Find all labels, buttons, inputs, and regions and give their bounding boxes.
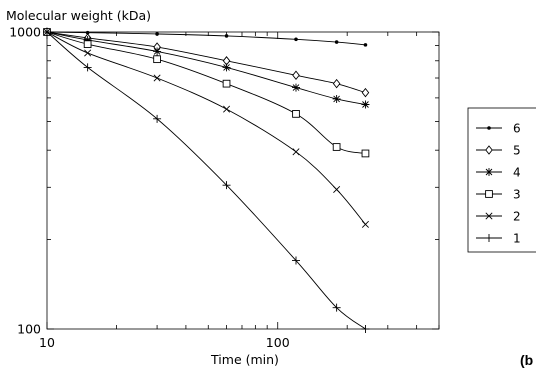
legend-box	[467, 107, 536, 253]
data-point-3-2	[153, 55, 161, 64]
legend-label: 4	[513, 166, 521, 180]
data-point-4-6	[361, 100, 370, 109]
data-point-4-3	[222, 63, 231, 72]
data-point-2-4	[292, 148, 300, 156]
data-point-6-1	[85, 30, 90, 35]
data-point-6-5	[334, 40, 339, 44]
data-point-4-5	[332, 94, 341, 103]
y-tick-label: 100	[17, 322, 41, 337]
legend-item-1: 1	[476, 232, 521, 246]
data-point-6-4	[294, 37, 298, 42]
legend-label: 3	[513, 188, 521, 202]
series-line-2	[46, 31, 366, 225]
data-point-4-2	[153, 47, 162, 56]
legend: 6 5 4 3 2 1	[476, 122, 521, 246]
legend-item-5: 5	[476, 144, 521, 158]
data-point-2-1	[84, 49, 92, 57]
data-point-3-6	[361, 149, 370, 158]
series-3	[43, 28, 370, 158]
data-point-1-4	[291, 256, 300, 265]
data-point-3-5	[332, 143, 341, 151]
data-point-5-6	[361, 87, 370, 98]
data-point-5-4	[292, 70, 300, 80]
x-tick-label: 100	[266, 335, 290, 350]
plot-frame	[46, 31, 440, 330]
y-tick-label: 1000	[9, 25, 41, 40]
legend-label: 1	[513, 232, 521, 246]
data-point-1-1	[83, 63, 92, 72]
data-point-2-5	[333, 185, 341, 193]
legend-item-4: 4	[476, 166, 521, 180]
legend-marker-2	[485, 212, 493, 220]
legend-marker-6	[487, 126, 491, 130]
legend-marker-1	[485, 234, 493, 242]
legend-item-6: 6	[476, 122, 521, 136]
x-tick-label: 10	[39, 335, 55, 350]
legend-marker-3	[485, 190, 493, 198]
data-point-4-4	[291, 83, 300, 92]
data-point-2-6	[361, 220, 369, 228]
legend-label: 2	[513, 210, 521, 224]
data-point-3-1	[83, 40, 92, 49]
legend-marker-5	[485, 145, 493, 155]
x-axis-label: Time (min)	[210, 352, 279, 367]
legend-item-2: 2	[476, 210, 521, 224]
data-point-3-3	[222, 79, 231, 88]
data-point-1-5	[332, 303, 341, 312]
y-axis-label: Molecular weight (kDa)	[6, 8, 151, 23]
series-line-4	[46, 31, 366, 105]
data-point-2-3	[223, 105, 231, 113]
data-point-6-6	[363, 43, 368, 47]
legend-marker-4	[485, 168, 493, 176]
series-line-3	[46, 31, 366, 154]
series-line-1	[46, 31, 366, 330]
data-point-1-6	[361, 325, 370, 333]
series-1	[43, 28, 370, 333]
data-point-4-1	[83, 35, 92, 44]
legend-item-3: 3	[476, 188, 521, 202]
data-point-2-2	[153, 74, 161, 82]
series-layer	[43, 27, 370, 333]
data-point-1-2	[153, 114, 162, 123]
data-point-1-3	[222, 181, 231, 190]
data-point-5-5	[332, 78, 341, 89]
panel-label: (b	[520, 352, 534, 368]
series-2	[43, 28, 369, 228]
series-4	[43, 28, 370, 109]
legend-label: 6	[513, 122, 521, 136]
legend-label: 5	[513, 144, 521, 158]
data-point-3-4	[292, 110, 300, 118]
